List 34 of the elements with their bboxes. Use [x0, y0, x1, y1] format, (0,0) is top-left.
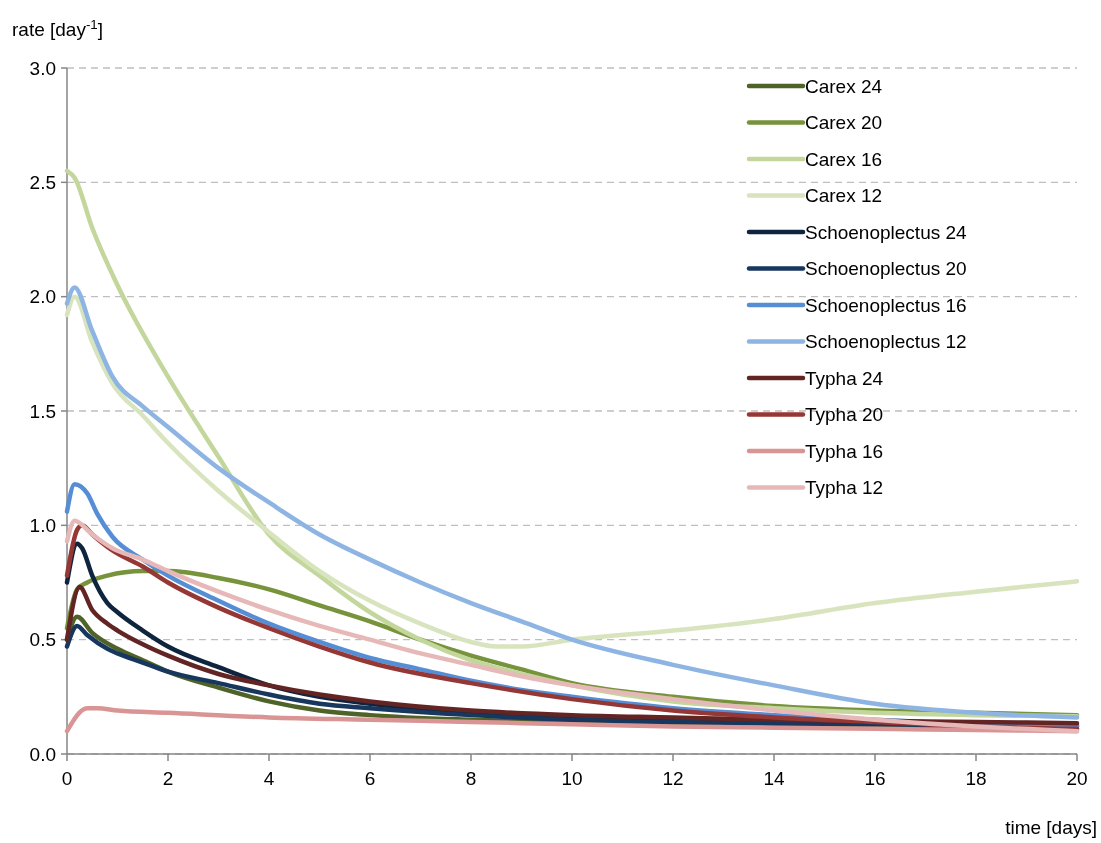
- x-tick-label: 2: [162, 768, 174, 789]
- x-tick-label: 18: [965, 768, 987, 789]
- y-tick-label: 0.5: [29, 629, 56, 651]
- y-tick-label: 2.0: [29, 286, 56, 308]
- y-tick-label: 1.0: [29, 514, 56, 536]
- x-tick-label: 20: [1066, 768, 1088, 789]
- line-series: [64, 294, 1080, 649]
- y-tick-label: 1.5: [29, 400, 56, 422]
- legend-label: Schoenoplectus 20: [805, 258, 967, 280]
- x-tick-label: 14: [763, 768, 785, 789]
- legend-label: Carex 24: [805, 75, 883, 97]
- y-tick-label: 0.0: [29, 743, 56, 765]
- legend-label: Carex 12: [805, 185, 883, 207]
- x-tick-label: 16: [864, 768, 886, 789]
- x-tick-label: 12: [662, 768, 684, 789]
- legend-label: Typha 20: [805, 404, 884, 426]
- line-series: [64, 285, 1080, 720]
- x-axis-title: time [days]: [1005, 817, 1097, 838]
- x-tick-label: 0: [61, 768, 73, 789]
- legend-label: Carex 16: [805, 148, 883, 170]
- x-tick-label: 10: [561, 768, 583, 789]
- legend-label: Schoenoplectus 12: [805, 331, 967, 353]
- x-tick-label: 4: [263, 768, 275, 789]
- legend-label: Typha 12: [805, 477, 884, 499]
- legend-label: Typha 16: [805, 440, 884, 462]
- y-tick-label: 2.5: [29, 171, 56, 193]
- y-tick-label: 3.0: [29, 57, 56, 79]
- legend-label: Schoenoplectus 24: [805, 221, 968, 243]
- x-tick-label: 6: [364, 768, 376, 789]
- legend-label: Typha 24: [805, 367, 884, 389]
- legend-label: Schoenoplectus 16: [805, 294, 967, 316]
- y-axis-title: rate [day$^{-1}$]: [12, 16, 104, 40]
- x-tick-label: 8: [465, 768, 477, 789]
- legend-label: Carex 20: [805, 112, 883, 134]
